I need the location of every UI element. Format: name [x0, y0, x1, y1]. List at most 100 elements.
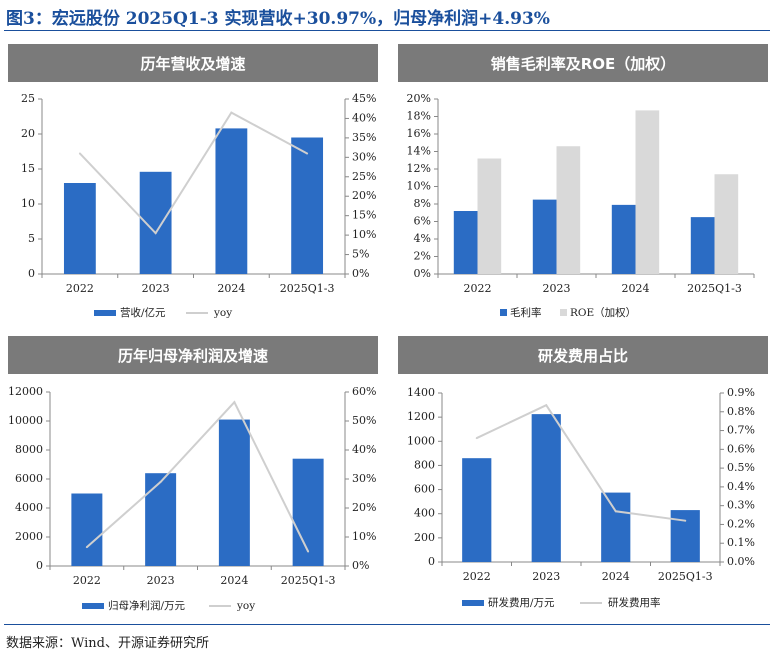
- revenue-right-tick-label: 35%: [352, 131, 376, 144]
- profit-left-tick-label: 8000: [15, 443, 43, 456]
- profit-legend-label: yoy: [236, 600, 255, 612]
- profit-x-tick-label: 2025Q1-3: [281, 574, 336, 587]
- rd-right-tick-label: 0.1%: [727, 536, 755, 549]
- profit-bar-0: [145, 473, 177, 566]
- revenue-left-tick-label: 0: [28, 267, 35, 280]
- rd-line-point: [684, 519, 687, 522]
- profit-right-tick-label: 40%: [352, 443, 376, 456]
- profit-line-point: [233, 401, 236, 404]
- revenue-left-tick-label: 10: [21, 197, 35, 210]
- profit-bar-0: [292, 458, 324, 566]
- margin-left-tick-label: 20%: [407, 92, 431, 105]
- revenue-right-tick-label: 5%: [352, 248, 369, 261]
- revenue-line-point: [154, 232, 157, 235]
- profit-legend-label: 归母净利润/万元: [108, 599, 186, 612]
- margin-x-tick-label: 2022: [464, 282, 492, 295]
- rd-panel-title: 研发费用占比: [398, 336, 768, 374]
- margin-left-tick-label: 14%: [407, 145, 431, 158]
- profit-left-tick-label: 4000: [15, 501, 43, 514]
- profit-left-tick-label: 12000: [8, 385, 43, 398]
- margin-panel-title: 销售毛利率及ROE（加权）: [398, 44, 768, 82]
- rd-bar-0: [462, 458, 492, 562]
- profit-x-tick-label: 2023: [147, 574, 175, 587]
- rd-left-tick-label: 1000: [407, 434, 435, 447]
- revenue-left-tick-label: 20: [21, 127, 35, 140]
- revenue-line-series: [79, 111, 308, 235]
- rd-right-tick-label: 0.5%: [727, 461, 755, 474]
- profit-line-point: [307, 550, 310, 553]
- profit-right-tick-label: 0%: [352, 559, 369, 572]
- profit-line-point: [85, 546, 88, 549]
- rd-right-tick-label: 0.6%: [727, 442, 755, 455]
- margin-x-tick-label: 2024: [622, 282, 650, 295]
- rd-right-tick-label: 0.3%: [727, 499, 755, 512]
- revenue-right-tick-label: 0%: [352, 267, 369, 280]
- rd-right-tick-label: 0.7%: [727, 424, 755, 437]
- rd-right-tick-label: 0.0%: [727, 555, 755, 568]
- margin-bar-1: [556, 146, 581, 274]
- rd-left-tick-label: 600: [414, 483, 435, 496]
- margin-left-tick-label: 6%: [414, 215, 431, 228]
- source-note: 数据来源：Wind、开源证券研究所: [6, 636, 209, 651]
- margin-x-tick-label: 2025Q1-3: [687, 282, 742, 295]
- margin-left-tick-label: 4%: [414, 232, 431, 245]
- rd-line-point: [614, 510, 617, 513]
- revenue-x-tick-label: 2025Q1-3: [280, 282, 335, 295]
- rd-left-tick-label: 200: [414, 531, 435, 544]
- rd-right-tick-label: 0.9%: [727, 386, 755, 399]
- rd-line-point: [475, 437, 478, 440]
- rd-right-tick-label: 0.2%: [727, 517, 755, 530]
- figure-title: 图3：宏远股份 2025Q1-3 实现营收+30.97%，归母净利润+4.93%: [6, 9, 550, 29]
- rd-x-tick-label: 2025Q1-3: [658, 570, 713, 583]
- margin-legend-swatch: [500, 309, 507, 316]
- profit-right-tick-label: 30%: [352, 472, 376, 485]
- margin-bar-0: [453, 211, 478, 274]
- rd-right-tick-label: 0.8%: [727, 405, 755, 418]
- margin-left-tick-label: 2%: [414, 250, 431, 263]
- revenue-bar-0: [139, 171, 172, 274]
- profit-line-point: [159, 480, 162, 483]
- rd-bar-0: [670, 510, 700, 562]
- revenue-left-tick-label: 15: [21, 162, 35, 175]
- profit-left-tick-label: 2000: [15, 530, 43, 543]
- revenue-right-tick-label: 40%: [352, 111, 376, 124]
- revenue-line-point: [230, 111, 233, 114]
- rd-bar-0: [601, 492, 631, 562]
- margin-bar-0: [532, 199, 557, 274]
- revenue-left-tick-label: 5: [28, 232, 35, 245]
- rd-legend-label: 研发费用率: [608, 596, 661, 609]
- margin-left-tick-label: 16%: [407, 127, 431, 140]
- revenue-x-tick-label: 2023: [142, 282, 170, 295]
- profit-bar-0: [71, 493, 103, 566]
- revenue-right-tick-label: 10%: [352, 228, 376, 241]
- rd-right-tick-label: 0.4%: [727, 480, 755, 493]
- margin-left-tick-label: 8%: [414, 197, 431, 210]
- revenue-panel-title: 历年营收及增速: [8, 44, 378, 82]
- revenue-right-tick-label: 25%: [352, 170, 376, 183]
- rd-legend-label: 研发费用/万元: [488, 596, 555, 609]
- revenue-bar-0: [291, 137, 324, 274]
- margin-legend-label: ROE（加权）: [570, 306, 636, 319]
- revenue-right-tick-label: 30%: [352, 150, 376, 163]
- profit-x-tick-label: 2022: [73, 574, 101, 587]
- revenue-right-tick-label: 15%: [352, 209, 376, 222]
- revenue-right-tick-label: 20%: [352, 189, 376, 202]
- bottom-rule: [4, 624, 770, 625]
- margin-bar-1: [477, 158, 502, 274]
- rd-x-tick-label: 2024: [602, 570, 630, 583]
- profit-panel-title: 历年归母净利润及增速: [8, 336, 378, 374]
- margin-legend-label: 毛利率: [510, 306, 542, 319]
- margin-x-tick-label: 2023: [543, 282, 571, 295]
- rd-left-tick-label: 800: [414, 458, 435, 471]
- profit-right-tick-label: 10%: [352, 530, 376, 543]
- margin-bar-1: [635, 110, 660, 274]
- margin-left-tick-label: 18%: [407, 110, 431, 123]
- profit-line-series: [86, 400, 310, 552]
- top-rule: [4, 30, 770, 31]
- rd-line-series: [476, 403, 686, 522]
- profit-bar-0: [218, 419, 250, 566]
- profit-right-tick-label: 60%: [352, 385, 376, 398]
- profit-right-tick-label: 50%: [352, 414, 376, 427]
- revenue-left-tick-label: 25: [21, 92, 35, 105]
